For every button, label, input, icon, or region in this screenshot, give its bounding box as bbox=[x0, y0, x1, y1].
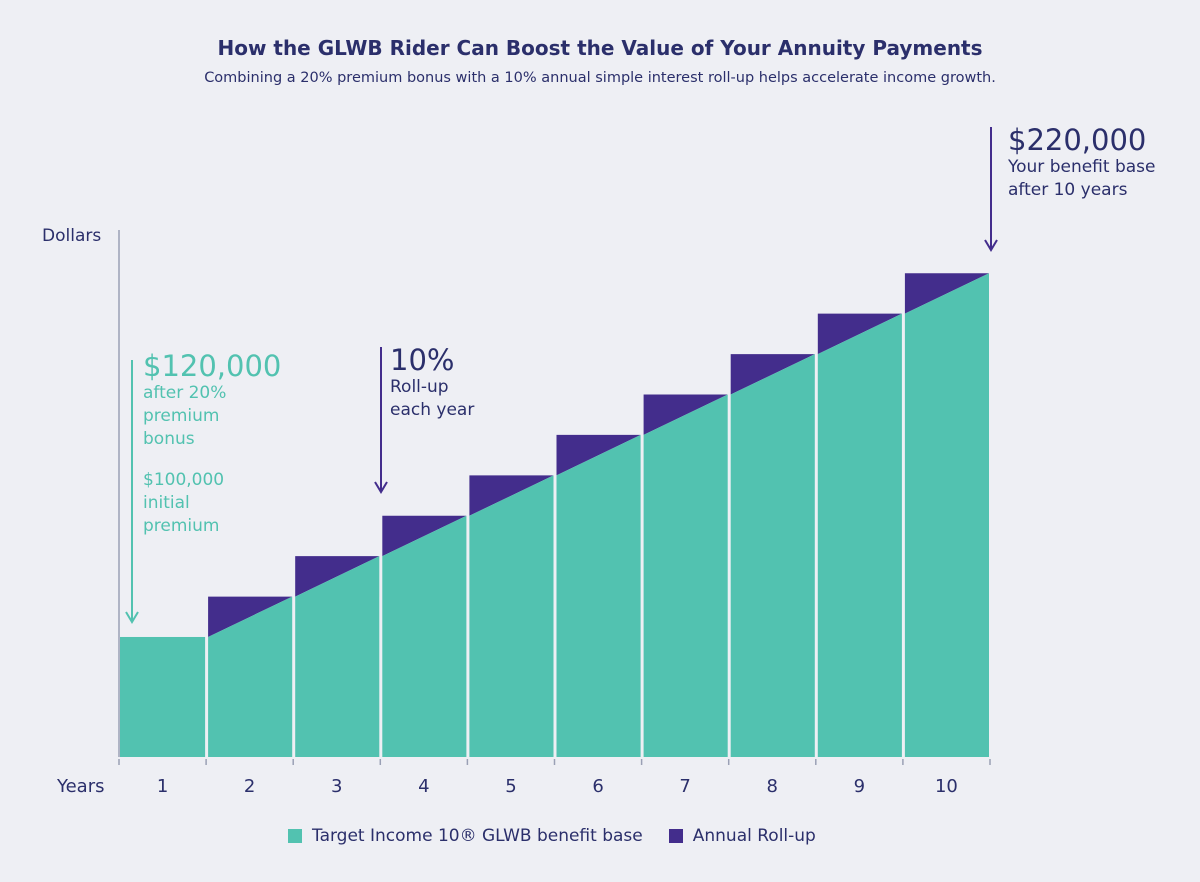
legend-label-benefit-base: Target Income 10® GLWB benefit base bbox=[312, 826, 643, 846]
start-line2: premium bbox=[143, 406, 220, 426]
x-tick-label: 10 bbox=[934, 776, 958, 797]
legend: Target Income 10® GLWB benefit base Annu… bbox=[288, 826, 816, 846]
x-tick-label: 6 bbox=[592, 776, 604, 797]
end-annotation: $220,000 Your benefit base after 10 year… bbox=[1008, 124, 1155, 202]
rollup-value: 10% bbox=[390, 343, 455, 377]
bar-roll-up-year-10 bbox=[904, 273, 989, 314]
bar-benefit-base-year-6 bbox=[556, 434, 641, 757]
bar-roll-up-year-5 bbox=[469, 475, 554, 516]
x-tick-label: 7 bbox=[679, 776, 691, 797]
chart-subtitle: Combining a 20% premium bonus with a 10%… bbox=[204, 70, 996, 86]
bar-benefit-base-year-2 bbox=[208, 596, 293, 757]
bar-benefit-base-year-7 bbox=[643, 394, 728, 757]
bar-roll-up-year-7 bbox=[643, 394, 728, 435]
initial-line1: initial bbox=[143, 493, 190, 513]
legend-swatch-benefit-base bbox=[288, 829, 302, 843]
legend-swatch-roll-up bbox=[668, 829, 683, 843]
bar-roll-up-year-9 bbox=[817, 313, 902, 355]
rollup-annotation: 10% Roll-up each year bbox=[390, 344, 474, 422]
x-tick-label: 2 bbox=[243, 776, 256, 797]
bar-benefit-base-year-3 bbox=[295, 556, 380, 757]
bar-roll-up-year-4 bbox=[382, 515, 467, 557]
rollup-arrow-head bbox=[374, 481, 388, 494]
bar-roll-up-year-6 bbox=[556, 434, 641, 476]
initial-value: $100,000 bbox=[143, 470, 225, 490]
legend-label-roll-up: Annual Roll-up bbox=[692, 826, 816, 846]
rollup-line1: Roll-up bbox=[390, 377, 449, 397]
bar-benefit-base-year-8 bbox=[730, 354, 815, 757]
x-axis-label: Years bbox=[57, 776, 105, 797]
rollup-line2: each year bbox=[390, 400, 475, 420]
bar-benefit-base-year-5 bbox=[469, 475, 554, 757]
bar-benefit-base-year-4 bbox=[382, 515, 467, 757]
chart-title: How the GLWB Rider Can Boost the Value o… bbox=[217, 36, 983, 60]
x-tick-label: 8 bbox=[766, 776, 778, 797]
x-tick-label: 1 bbox=[156, 776, 169, 797]
x-tick-label: 9 bbox=[853, 776, 866, 797]
end-line1: Your benefit base bbox=[1008, 157, 1156, 177]
start-arrow-head bbox=[125, 611, 139, 624]
bar-roll-up-year-8 bbox=[730, 354, 815, 395]
initial-line2: premium bbox=[143, 516, 220, 536]
end-line2: after 10 years bbox=[1008, 180, 1128, 200]
x-tick-label: 4 bbox=[418, 776, 430, 797]
start-line1: after 20% bbox=[143, 383, 227, 403]
bar-benefit-base-year-10 bbox=[904, 273, 989, 757]
x-tick-label: 5 bbox=[505, 776, 517, 797]
start-value: $120,000 bbox=[143, 349, 282, 383]
start-line3: bonus bbox=[143, 429, 195, 449]
y-axis-label: Dollars bbox=[42, 226, 102, 246]
bar-benefit-base-year-1 bbox=[120, 636, 206, 757]
start-annotation: $120,000 after 20% premium bonus $100,00… bbox=[143, 350, 281, 538]
bar-benefit-base-year-9 bbox=[817, 313, 902, 757]
end-value: $220,000 bbox=[1008, 123, 1147, 157]
x-tick-label: 3 bbox=[331, 776, 343, 797]
end-arrow-head bbox=[984, 239, 998, 252]
